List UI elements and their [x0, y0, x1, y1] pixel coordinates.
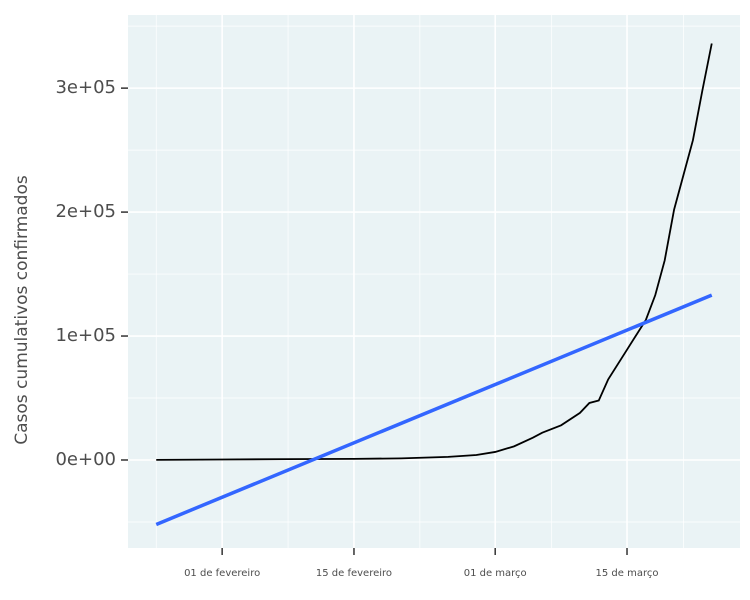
y-tick-label: 0e+00 — [55, 449, 116, 470]
plot-background — [128, 15, 740, 548]
y-tick-label: 1e+05 — [55, 325, 116, 346]
x-tick-label: 15 de março — [596, 568, 659, 579]
y-axis-title: Casos cumulativos confirmados — [12, 175, 32, 445]
x-tick-label: 01 de fevereiro — [184, 568, 260, 579]
x-tick-label: 15 de fevereiro — [316, 568, 392, 579]
y-tick-label: 2e+05 — [55, 201, 116, 222]
trend-line — [155, 293, 713, 527]
y-tick-label: 3e+05 — [55, 77, 116, 98]
x-tick-label: 01 de março — [464, 568, 527, 579]
data-line — [156, 43, 713, 461]
